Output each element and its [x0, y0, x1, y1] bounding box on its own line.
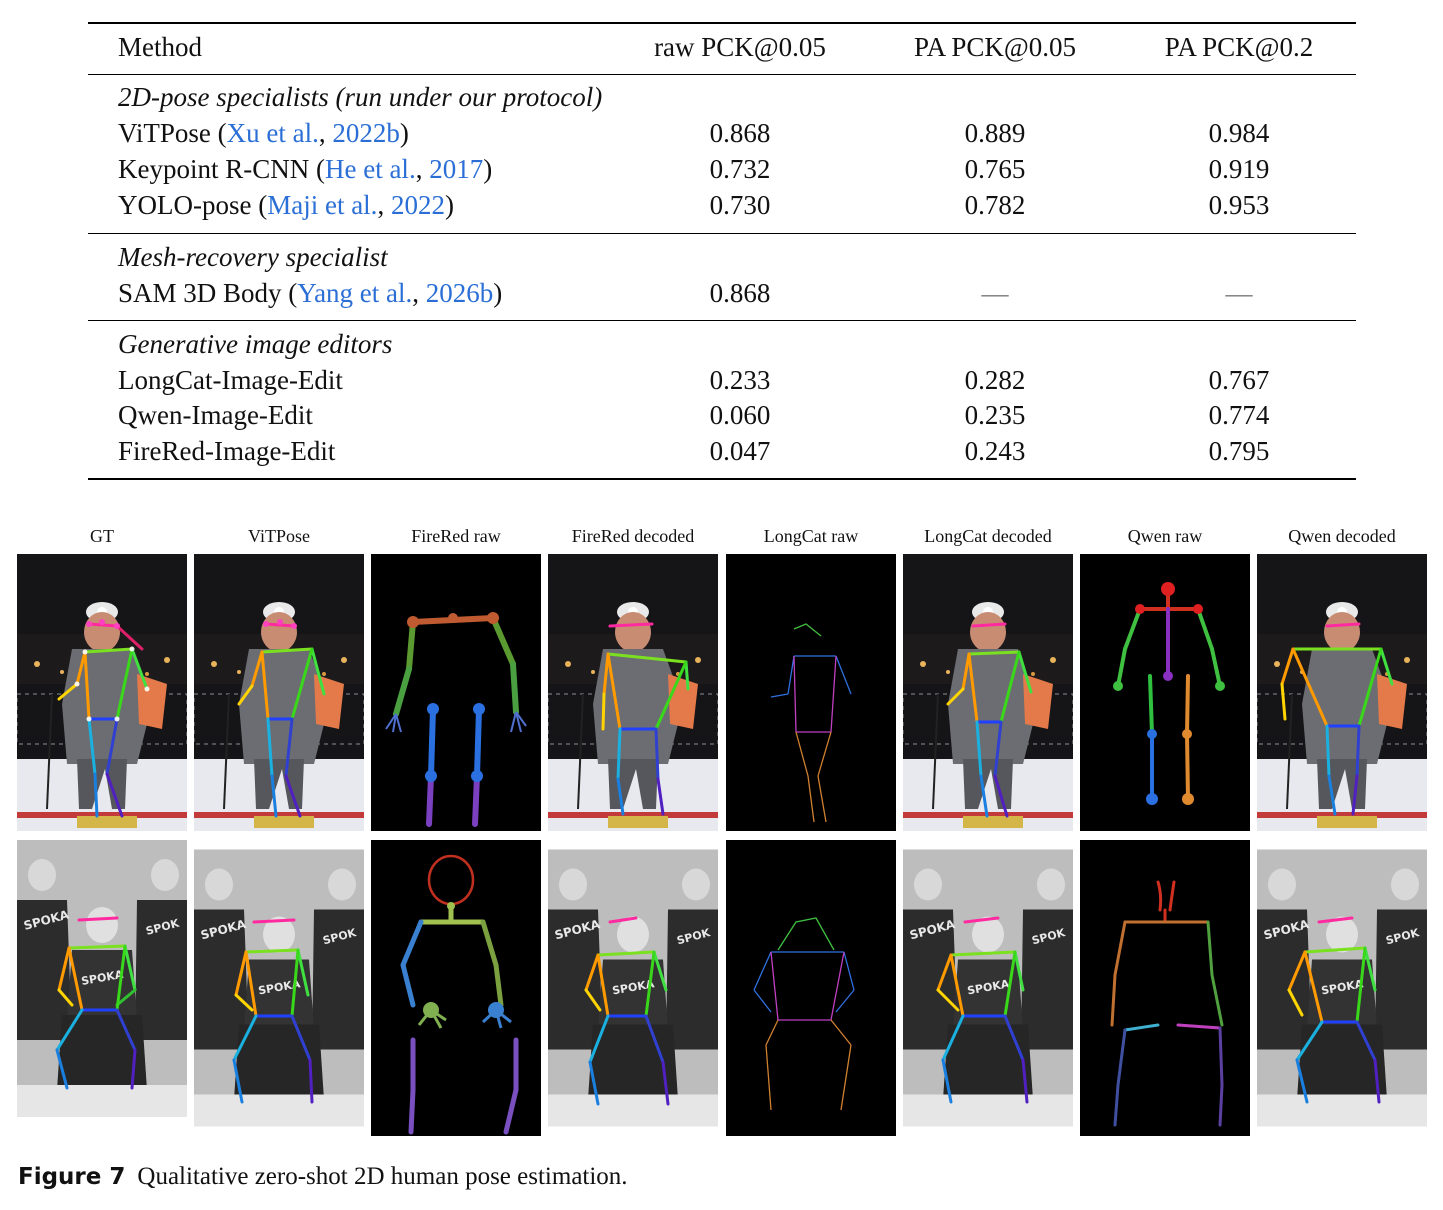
header-pa-pck02: PA PCK@0.2 [1164, 32, 1314, 62]
panel-firered-decoded-row1 [548, 554, 718, 831]
header-pa-pck005: PA PCK@0.05 [914, 32, 1076, 62]
group-title-row: Generative image editors [88, 329, 1356, 365]
method-cell: Keypoint R-CNN (He et al., 2017) [118, 154, 493, 184]
table-row: Qwen-Image-Edit 0.060 0.235 0.774 [88, 400, 1356, 436]
table-row: FireRed-Image-Edit 0.047 0.243 0.795 [88, 436, 1356, 472]
value-cell: 0.782 [964, 190, 1026, 220]
panel-firered-raw-row2 [371, 840, 541, 1136]
figure-label: Figure 7 [18, 1164, 126, 1190]
citation-link[interactable]: Xu et al. [226, 118, 319, 148]
panel-qwen-raw-row1 [1080, 554, 1250, 831]
group-title: Mesh-recovery specialist [118, 242, 388, 272]
value-cell: 0.765 [964, 154, 1026, 184]
value-cell: 0.868 [709, 118, 771, 148]
panel-vitpose-row1 [194, 554, 364, 831]
table-top-rule [88, 22, 1356, 24]
value-cell: 0.235 [964, 400, 1026, 430]
panel-longcat-raw-row1 [726, 554, 896, 831]
group-rule [88, 233, 1356, 235]
citation-year-link[interactable]: 2026b [425, 278, 494, 308]
citation-link[interactable]: Maji et al. [267, 190, 378, 220]
value-cell: 0.953 [1208, 190, 1270, 220]
value-cell: 0.889 [964, 118, 1026, 148]
header-method: Method [118, 32, 202, 62]
group-title: 2D-pose specialists (run under our proto… [118, 82, 603, 112]
panel-longcat-decoded-row1 [903, 554, 1073, 831]
value-cell: — [1225, 278, 1253, 308]
column-label-vitpose: ViTPose [248, 526, 310, 546]
column-label-qwen-raw: Qwen raw [1127, 526, 1203, 546]
method-cell: FireRed-Image-Edit [118, 436, 336, 466]
caption-text: Qualitative zero-shot 2D human pose esti… [137, 1163, 628, 1190]
group-rule [88, 320, 1356, 322]
panel-qwen-raw-row2 [1080, 840, 1250, 1136]
panel-vitpose-row2 [194, 840, 364, 1136]
citation-year-link[interactable]: 2017 [429, 154, 484, 184]
method-cell: SAM 3D Body (Yang et al., 2026b) [118, 278, 503, 308]
value-cell: 0.282 [964, 365, 1026, 395]
panel-gt-row2 [17, 840, 187, 1117]
panel-gt-row1 [17, 554, 187, 831]
table-row: Keypoint R-CNN (He et al., 2017) 0.732 0… [88, 154, 1356, 190]
value-cell: 0.243 [964, 436, 1026, 466]
citation-link[interactable]: He et al. [324, 154, 416, 184]
table-bottom-rule [88, 478, 1356, 480]
table-header-row: Method raw PCK@0.05 PA PCK@0.05 PA PCK@0… [88, 32, 1356, 68]
value-cell: 0.795 [1208, 436, 1270, 466]
group-title-row: Mesh-recovery specialist [88, 242, 1356, 278]
column-label-firered-raw: FireRed raw [411, 526, 501, 546]
value-cell: 0.060 [709, 400, 771, 430]
value-cell: 0.732 [709, 154, 771, 184]
method-cell: ViTPose (Xu et al., 2022b) [118, 118, 409, 148]
panel-longcat-raw-row2 [726, 840, 896, 1136]
column-label-gt: GT [90, 526, 114, 546]
table-row: ViTPose (Xu et al., 2022b) 0.868 0.889 0… [88, 118, 1356, 154]
citation-link[interactable]: Yang et al. [297, 278, 413, 308]
column-label-qwen-decoded: Qwen decoded [1288, 526, 1396, 546]
value-cell: 0.774 [1208, 400, 1270, 430]
table-row: SAM 3D Body (Yang et al., 2026b) 0.868 —… [88, 278, 1356, 314]
panel-qwen-decoded-row2 [1257, 840, 1427, 1136]
method-cell: LongCat-Image-Edit [118, 365, 343, 395]
value-cell: — [981, 278, 1009, 308]
table-row: LongCat-Image-Edit 0.233 0.282 0.767 [88, 365, 1356, 401]
panel-qwen-decoded-row1 [1257, 554, 1427, 831]
column-label-longcat-raw: LongCat raw [763, 526, 859, 546]
citation-year-link[interactable]: 2022b [332, 118, 400, 148]
citation-year-link[interactable]: 2022 [390, 190, 445, 220]
panel-firered-raw-row1 [371, 554, 541, 831]
method-cell: YOLO-pose (Maji et al., 2022) [118, 190, 454, 220]
table-header-rule [88, 74, 1356, 76]
group-title-row: 2D-pose specialists (run under our proto… [88, 82, 1356, 118]
value-cell: 0.047 [709, 436, 771, 466]
figure-caption: Figure 7 Qualitative zero-shot 2D human p… [18, 1163, 628, 1191]
group-title: Generative image editors [118, 329, 393, 359]
panel-longcat-decoded-row2 [903, 840, 1073, 1136]
method-cell: Qwen-Image-Edit [118, 400, 313, 430]
value-cell: 0.919 [1208, 154, 1270, 184]
column-label-longcat-decoded: LongCat decoded [924, 526, 1052, 546]
value-cell: 0.767 [1208, 365, 1270, 395]
value-cell: 0.730 [709, 190, 771, 220]
value-cell: 0.233 [709, 365, 771, 395]
value-cell: 0.984 [1208, 118, 1270, 148]
header-raw-pck005: raw PCK@0.05 [654, 32, 826, 62]
value-cell: 0.868 [709, 278, 771, 308]
panel-firered-decoded-row2 [548, 840, 718, 1136]
column-label-firered-decoded: FireRed decoded [571, 526, 695, 546]
table-row: YOLO-pose (Maji et al., 2022) 0.730 0.78… [88, 190, 1356, 226]
